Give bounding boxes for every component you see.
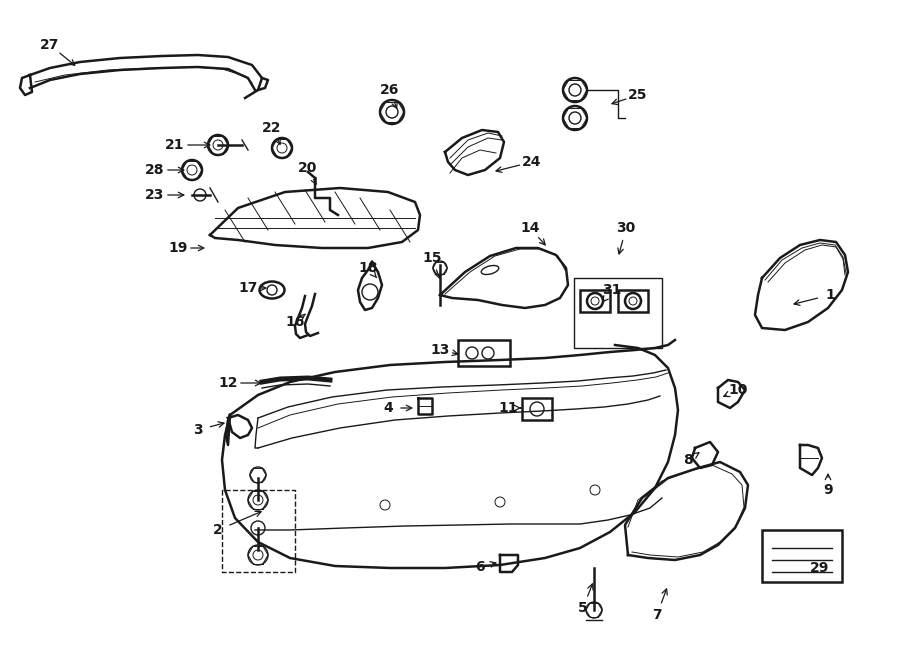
Text: 10: 10 (728, 383, 748, 397)
Text: 22: 22 (262, 121, 282, 135)
Text: 2: 2 (213, 523, 223, 537)
Text: 12: 12 (218, 376, 238, 390)
Text: 11: 11 (499, 401, 517, 415)
Text: 18: 18 (358, 261, 378, 275)
Text: 13: 13 (430, 343, 450, 357)
Bar (458, 340, 510, 366)
Bar (580, 290, 610, 312)
Text: 26: 26 (381, 83, 400, 97)
Text: 20: 20 (298, 161, 318, 175)
Text: 27: 27 (40, 38, 59, 52)
Text: 16: 16 (285, 315, 305, 329)
Text: 15: 15 (422, 251, 442, 265)
Text: 19: 19 (168, 241, 188, 255)
Text: 24: 24 (522, 155, 542, 169)
Bar (522, 398, 552, 420)
Text: 29: 29 (810, 561, 830, 575)
Text: 7: 7 (652, 608, 662, 622)
Text: 30: 30 (616, 221, 635, 235)
Text: 1: 1 (825, 288, 835, 302)
Text: 28: 28 (145, 163, 165, 177)
Text: 31: 31 (602, 283, 622, 297)
Text: 6: 6 (475, 560, 485, 574)
Bar (618, 290, 648, 312)
Text: 25: 25 (628, 88, 648, 102)
Text: 14: 14 (520, 221, 540, 235)
Text: 9: 9 (824, 483, 832, 497)
Text: 23: 23 (145, 188, 165, 202)
Text: 17: 17 (238, 281, 257, 295)
Text: 4: 4 (383, 401, 393, 415)
Text: 21: 21 (166, 138, 184, 152)
Bar (574, 278, 662, 348)
Text: 3: 3 (194, 423, 202, 437)
Text: 8: 8 (683, 453, 693, 467)
Bar (762, 530, 842, 582)
Text: 5: 5 (578, 601, 588, 615)
